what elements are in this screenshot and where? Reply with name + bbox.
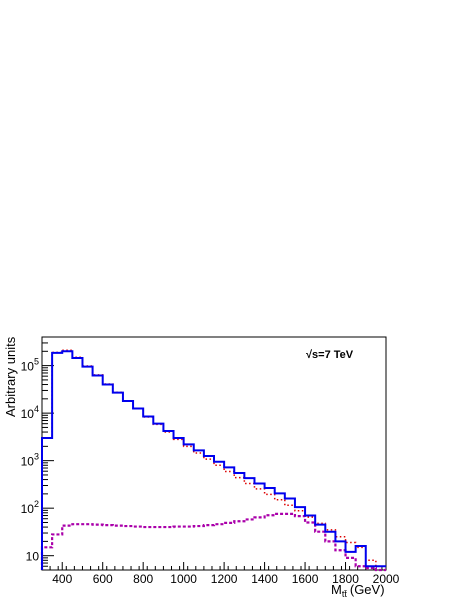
y-tick-exponent: 5 [34, 357, 39, 367]
y-tick-exponent: 3 [34, 452, 39, 462]
x-ticks: 400 600 800 1000 1200 1400 1600 1800 2000 [52, 562, 400, 586]
histogram-series-1 [41, 350, 386, 570]
y-tick-label: 103 [21, 452, 39, 469]
y-tick-base: 10 [21, 502, 35, 516]
y-tick-label: 10 [26, 550, 40, 564]
x-tick-label: 800 [133, 572, 153, 586]
x-tick-label: 1000 [170, 572, 197, 586]
x-axis-title-subscript: tt̄ [342, 589, 348, 599]
x-tick-label: 1800 [332, 572, 359, 586]
y-tick-base: 10 [21, 360, 35, 374]
x-tick-label: 2000 [373, 572, 400, 586]
x-tick-label: 1400 [251, 572, 278, 586]
y-tick-label: 104 [21, 404, 39, 421]
histogram-series-3 [40, 512, 386, 572]
plot-frame [41, 336, 387, 571]
x-axis-title-main: M [331, 582, 342, 597]
y-tick-exponent: 4 [34, 404, 39, 414]
x-tick-label: 400 [52, 572, 72, 586]
y-tick-base: 10 [21, 455, 35, 469]
x-tick-label: 600 [93, 572, 113, 586]
series-layer [40, 349, 386, 572]
x-tick-label: 1600 [292, 572, 319, 586]
y-tick-label: 105 [21, 357, 39, 374]
y-axis-title: Arbitrary units [3, 336, 18, 417]
x-axis-title-unit: (GeV) [350, 582, 385, 597]
x-tick-label: 1200 [211, 572, 238, 586]
y-tick-base: 10 [21, 407, 35, 421]
y-tick-label: 102 [21, 499, 39, 516]
x-axis-title: Mtt̄ (GeV) [331, 582, 385, 599]
y-tick-exponent: 2 [34, 499, 39, 509]
energy-annotation: √s=7 TeV [306, 349, 354, 361]
